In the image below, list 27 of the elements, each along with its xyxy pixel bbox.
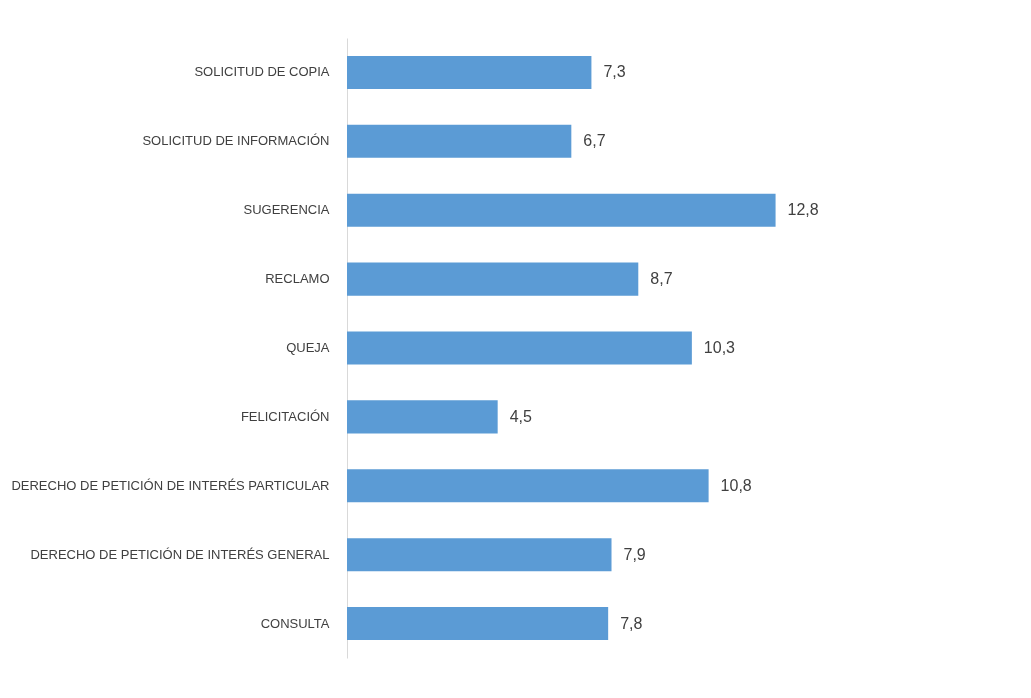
bar (347, 124, 572, 158)
bar (347, 538, 612, 572)
data-label: 4,5 (509, 407, 533, 425)
data-label: 12,8 (787, 201, 819, 219)
bar (347, 193, 776, 227)
y-tick-label: SUGERENCIA (243, 202, 330, 218)
data-label: 6,7 (583, 132, 606, 150)
data-label: 10,3 (703, 339, 736, 356)
bar (347, 55, 592, 89)
data-label: 7,3 (603, 63, 626, 81)
bar (347, 400, 498, 434)
y-tick-label: FELICITACIÓN (240, 408, 330, 424)
bar (347, 607, 609, 641)
data-label: 10,8 (720, 476, 752, 494)
bar (347, 469, 709, 503)
bar (347, 331, 692, 365)
data-label: 8,7 (650, 270, 673, 288)
y-tick-label: QUEJA (286, 340, 330, 355)
y-tick-label: DERECHO DE PETICIÓN DE INTERÉS GENERAL (30, 546, 330, 562)
y-tick-label: RECLAMO (265, 271, 330, 287)
data-label: 7,9 (623, 545, 646, 563)
y-tick-label: SOLICITUD DE COPIA (194, 64, 330, 80)
data-label: 7,8 (620, 614, 643, 632)
y-tick-label: DERECHO DE PETICIÓN DE INTERÉS PARTICULAR (11, 477, 330, 493)
y-tick-label: CONSULTA (260, 615, 330, 631)
y-tick-label: SOLICITUD DE INFORMACIÓN (142, 133, 330, 149)
bar (347, 262, 639, 296)
